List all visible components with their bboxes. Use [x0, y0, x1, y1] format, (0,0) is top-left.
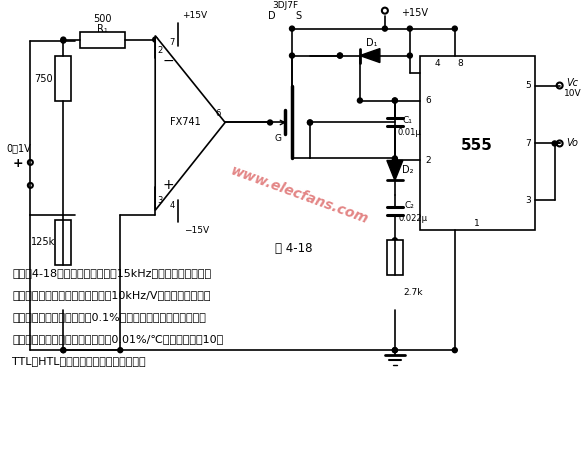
Text: −15V: −15V	[183, 226, 209, 235]
Text: 4: 4	[435, 59, 440, 68]
Text: G: G	[275, 134, 282, 143]
Text: Vo: Vo	[567, 138, 579, 149]
Text: 0～1V: 0～1V	[6, 143, 31, 153]
Circle shape	[338, 53, 342, 58]
Circle shape	[61, 348, 66, 352]
Text: www.elecfans.com: www.elecfans.com	[229, 164, 371, 227]
Text: 4: 4	[169, 201, 175, 210]
Polygon shape	[155, 36, 225, 210]
Bar	[420, 56, 534, 230]
Text: 5: 5	[525, 81, 530, 90]
Text: 通过满度调节可把刻度系数调节成10kHz/V。此电路满刻度灵: 通过满度调节可把刻度系数调节成10kHz/V。此电路满刻度灵	[12, 290, 211, 300]
Text: 7: 7	[525, 139, 530, 148]
Text: 10V: 10V	[564, 89, 582, 98]
Text: Vc: Vc	[567, 77, 579, 87]
Text: 500: 500	[93, 14, 112, 24]
Circle shape	[392, 156, 397, 161]
Text: 3DJ7F: 3DJ7F	[272, 1, 298, 10]
Text: 流）高于几兆欧，电路温度系数为0.01%/℃，输出可驱动10个: 流）高于几兆欧，电路温度系数为0.01%/℃，输出可驱动10个	[12, 334, 223, 344]
Text: D₂: D₂	[402, 165, 413, 175]
Circle shape	[452, 348, 457, 352]
Text: 0.022μ: 0.022μ	[398, 214, 427, 223]
Circle shape	[118, 348, 123, 352]
Circle shape	[153, 37, 158, 42]
Text: 2: 2	[158, 46, 163, 55]
Text: 3: 3	[525, 196, 530, 205]
Circle shape	[392, 158, 397, 163]
Text: 750: 750	[34, 74, 53, 84]
Circle shape	[452, 26, 457, 31]
Text: 1: 1	[474, 219, 480, 228]
Circle shape	[289, 26, 295, 31]
Text: 8: 8	[457, 59, 463, 68]
Circle shape	[61, 348, 66, 352]
Circle shape	[392, 238, 397, 243]
Text: 采用图4-18所示元件，频率超过15kHz时，上式仍然成立，: 采用图4-18所示元件，频率超过15kHz时，上式仍然成立，	[12, 268, 212, 278]
Circle shape	[308, 120, 312, 125]
Text: +: +	[13, 157, 24, 170]
Text: −: −	[162, 54, 174, 67]
Text: TTL或HTL，也可驱动遥测中的长电缆。: TTL或HTL，也可驱动遥测中的长电缆。	[12, 356, 146, 366]
Circle shape	[268, 120, 272, 125]
Circle shape	[358, 98, 362, 103]
Polygon shape	[387, 161, 403, 180]
Text: 0.01μ: 0.01μ	[398, 128, 422, 137]
Circle shape	[392, 348, 397, 352]
Text: D: D	[268, 10, 276, 20]
Text: 2: 2	[425, 156, 430, 165]
Bar	[81, 32, 125, 48]
Text: D₁: D₁	[366, 38, 377, 48]
Text: 6: 6	[215, 109, 220, 118]
Text: 图 4-18: 图 4-18	[275, 242, 313, 255]
Text: 6: 6	[425, 96, 430, 105]
Text: 2.7k: 2.7k	[403, 288, 423, 297]
Bar	[55, 220, 71, 265]
Text: +: +	[162, 179, 174, 192]
Bar	[387, 240, 403, 276]
Text: FX741: FX741	[170, 117, 201, 127]
Text: R₁: R₁	[97, 24, 108, 34]
Text: C₁: C₁	[403, 116, 413, 125]
Text: 555: 555	[461, 138, 493, 153]
Circle shape	[407, 26, 412, 31]
Circle shape	[392, 98, 397, 103]
Circle shape	[552, 141, 557, 146]
Circle shape	[407, 53, 412, 58]
Text: 敏度可达毫伏级，精度可达0.1%，同相输入时，输入阻抗（真: 敏度可达毫伏级，精度可达0.1%，同相输入时，输入阻抗（真	[12, 312, 206, 322]
Bar	[55, 56, 71, 101]
Text: +15V: +15V	[182, 11, 208, 20]
Text: 125k: 125k	[31, 238, 55, 247]
Text: +15V: +15V	[402, 8, 428, 18]
Circle shape	[382, 26, 387, 31]
Text: S: S	[295, 10, 301, 20]
Text: 3: 3	[158, 196, 163, 205]
Circle shape	[392, 348, 397, 352]
Text: C₂: C₂	[405, 201, 415, 210]
Circle shape	[61, 37, 66, 42]
Text: 7: 7	[169, 38, 175, 47]
Circle shape	[308, 120, 312, 125]
Circle shape	[289, 53, 295, 58]
Polygon shape	[360, 48, 380, 63]
Circle shape	[392, 98, 397, 103]
Circle shape	[338, 53, 342, 58]
Circle shape	[61, 38, 66, 43]
